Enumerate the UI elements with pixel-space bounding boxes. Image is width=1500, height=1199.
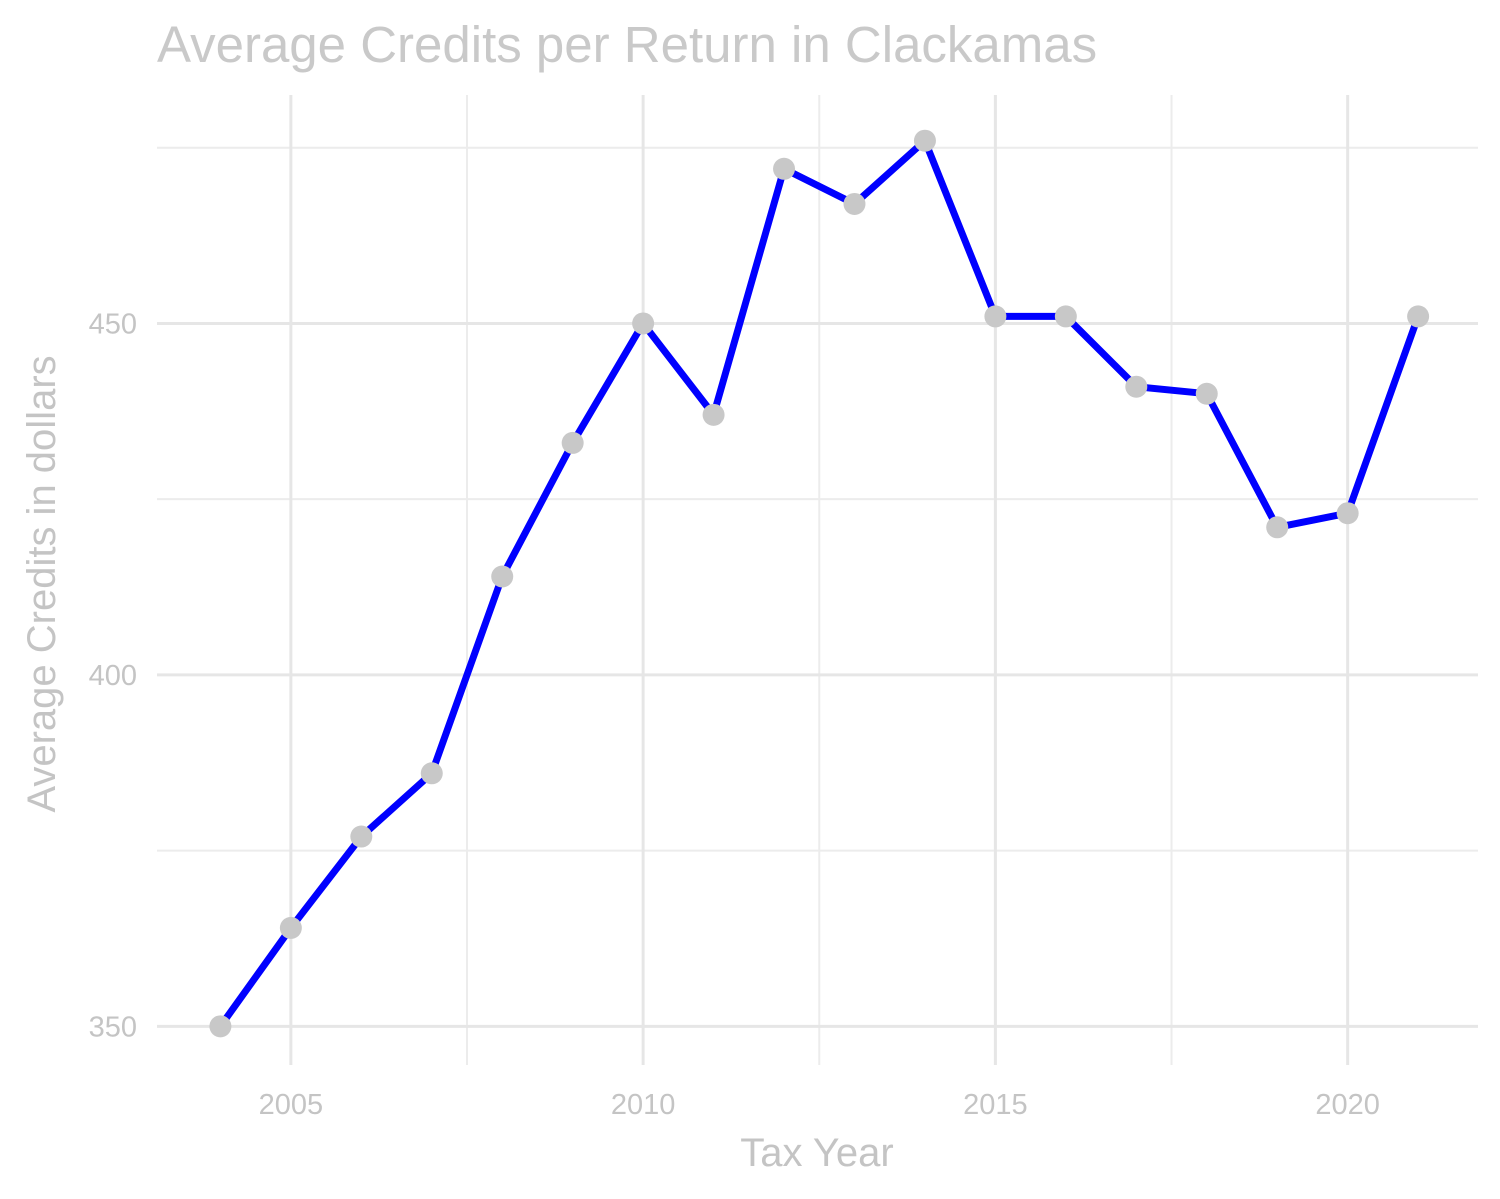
data-point xyxy=(279,916,302,939)
y-tick-label: 450 xyxy=(89,308,137,340)
y-axis-title: Average Credits in dollars xyxy=(20,355,64,812)
x-axis-ticks: 2005 2010 2015 2020 xyxy=(259,1089,1380,1121)
x-tick-label: 2010 xyxy=(611,1089,676,1121)
grid xyxy=(157,95,1478,1065)
data-point xyxy=(1195,382,1218,405)
data-point xyxy=(420,762,443,785)
data-point xyxy=(913,129,936,152)
x-tick-label: 2015 xyxy=(963,1089,1028,1121)
data-point xyxy=(209,1015,232,1038)
x-tick-label: 2005 xyxy=(259,1089,324,1121)
data-point xyxy=(984,305,1007,328)
data-point xyxy=(561,431,584,454)
data-point xyxy=(632,312,655,335)
series-line xyxy=(217,137,1422,1029)
data-point xyxy=(1054,305,1077,328)
data-point xyxy=(350,825,373,848)
data-point xyxy=(1336,502,1359,525)
chart-title: Average Credits per Return in Clackamas xyxy=(157,16,1097,73)
y-tick-label: 350 xyxy=(89,1011,137,1043)
x-axis-title: Tax Year xyxy=(740,1131,893,1175)
data-points-layer xyxy=(209,129,1430,1038)
series-line-layer xyxy=(217,137,1422,1029)
x-tick-label: 2020 xyxy=(1315,1089,1380,1121)
data-point xyxy=(773,157,796,180)
data-point xyxy=(1125,375,1148,398)
data-point xyxy=(1266,516,1289,539)
data-point xyxy=(491,565,514,588)
y-axis-ticks: 350 400 450 xyxy=(89,308,137,1043)
y-tick-label: 400 xyxy=(89,660,137,692)
data-point xyxy=(702,403,725,426)
data-point xyxy=(843,192,866,215)
data-point xyxy=(1407,305,1430,328)
